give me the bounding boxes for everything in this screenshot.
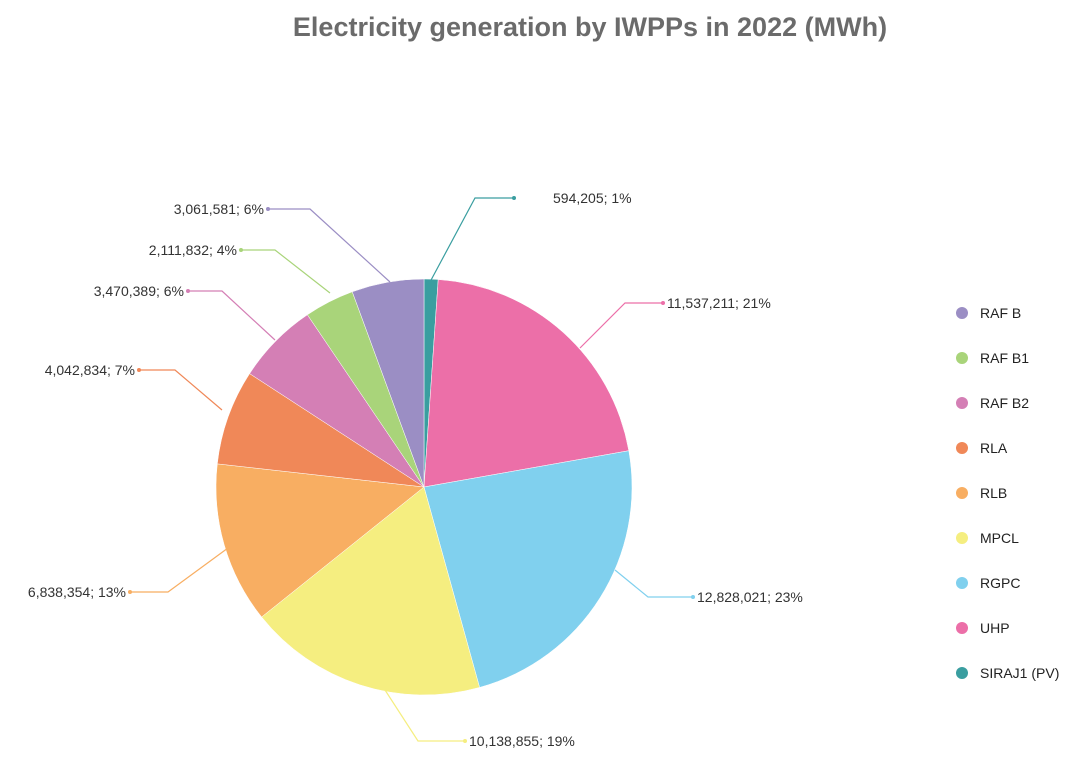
legend-marker xyxy=(956,397,968,409)
leader-line xyxy=(429,197,514,283)
legend-marker xyxy=(956,307,968,319)
legend-marker xyxy=(956,352,968,364)
leader-dot xyxy=(137,368,141,372)
leader-line xyxy=(579,302,663,349)
pie-slice-rgpc[interactable] xyxy=(423,450,633,688)
data-label: 10,138,855; 19% xyxy=(469,733,575,749)
legend-marker xyxy=(956,667,968,679)
data-label: 11,537,211; 21% xyxy=(667,295,771,311)
leader-dot xyxy=(266,207,270,211)
pie-slice-uhp[interactable] xyxy=(423,279,630,488)
data-label: 3,061,581; 6% xyxy=(174,201,264,217)
legend-item[interactable]: RLA xyxy=(980,440,1008,456)
legend-marker xyxy=(956,442,968,454)
leader-dot xyxy=(512,196,516,200)
data-label: 594,205; 1% xyxy=(553,190,632,206)
legend-item[interactable]: RAF B xyxy=(980,305,1021,321)
legend-item[interactable]: RAF B1 xyxy=(980,350,1029,366)
leader-line xyxy=(188,290,276,341)
legend-marker xyxy=(956,577,968,589)
legend-item[interactable]: SIRAJ1 (PV) xyxy=(980,665,1059,681)
leader-dot xyxy=(463,739,467,743)
leader-line xyxy=(241,249,331,294)
leader-dot xyxy=(186,289,190,293)
leader-line xyxy=(130,547,229,593)
legend-item[interactable]: RGPC xyxy=(980,575,1020,591)
pie-slice-raf-b[interactable] xyxy=(351,278,425,488)
leader-dot xyxy=(661,301,665,305)
legend-item[interactable]: UHP xyxy=(980,620,1010,636)
data-label: 4,042,834; 7% xyxy=(45,362,135,378)
leader-dot xyxy=(128,590,132,594)
legend-item[interactable]: RAF B2 xyxy=(980,395,1029,411)
legend-item[interactable]: MPCL xyxy=(980,530,1019,546)
leader-dot xyxy=(239,248,243,252)
leader-dot xyxy=(691,595,695,599)
chart-title: Electricity generation by IWPPs in 2022 … xyxy=(292,12,888,42)
leader-line xyxy=(139,369,223,411)
legend-marker xyxy=(956,622,968,634)
pie-slice-rla[interactable] xyxy=(217,373,425,488)
pie-slice-rlb[interactable] xyxy=(215,463,425,618)
data-label: 12,828,021; 23% xyxy=(697,589,803,605)
leader-line xyxy=(384,689,465,742)
pie-slice-mpcl[interactable] xyxy=(261,486,480,696)
leader-line xyxy=(614,569,693,598)
legend-marker xyxy=(956,487,968,499)
data-label: 3,470,389; 6% xyxy=(94,283,184,299)
legend-marker xyxy=(956,532,968,544)
leader-line xyxy=(268,208,391,283)
data-label: 6,838,354; 13% xyxy=(28,584,126,600)
legend-item[interactable]: RLB xyxy=(980,485,1007,501)
data-label: 2,111,832; 4% xyxy=(149,242,237,258)
